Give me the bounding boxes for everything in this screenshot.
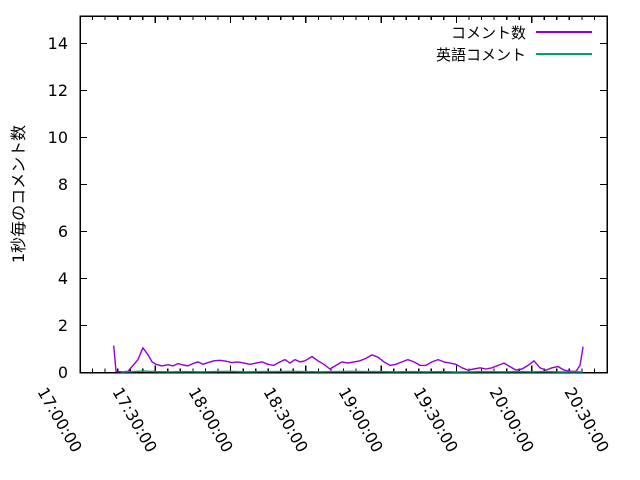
plot-border: [79, 15, 608, 374]
x-ticks: [79, 16, 608, 373]
y-tick-label: 6: [57, 221, 68, 241]
y-tick-label: 2: [57, 315, 68, 335]
legend-item: コメント数: [0, 21, 592, 43]
legend-line-sample: [536, 53, 592, 55]
legend-item: 英語コメント: [0, 43, 592, 65]
y-tick-label: 4: [57, 268, 68, 288]
legend-label: コメント数: [450, 23, 526, 42]
series-english-comments-line: [122, 370, 584, 373]
legend-label: 英語コメント: [435, 45, 526, 64]
y-ticks: [80, 42, 607, 374]
y-tick-label: 0: [57, 362, 68, 382]
y-tick-label: 10: [47, 127, 68, 147]
legend: コメント数英語コメント: [0, 21, 592, 65]
y-tick-label: 12: [47, 80, 68, 100]
y-tick-label: 14: [47, 33, 68, 53]
y-tick-label: 8: [57, 174, 68, 194]
series-comments-line: [113, 345, 584, 373]
legend-line-sample: [536, 31, 592, 33]
